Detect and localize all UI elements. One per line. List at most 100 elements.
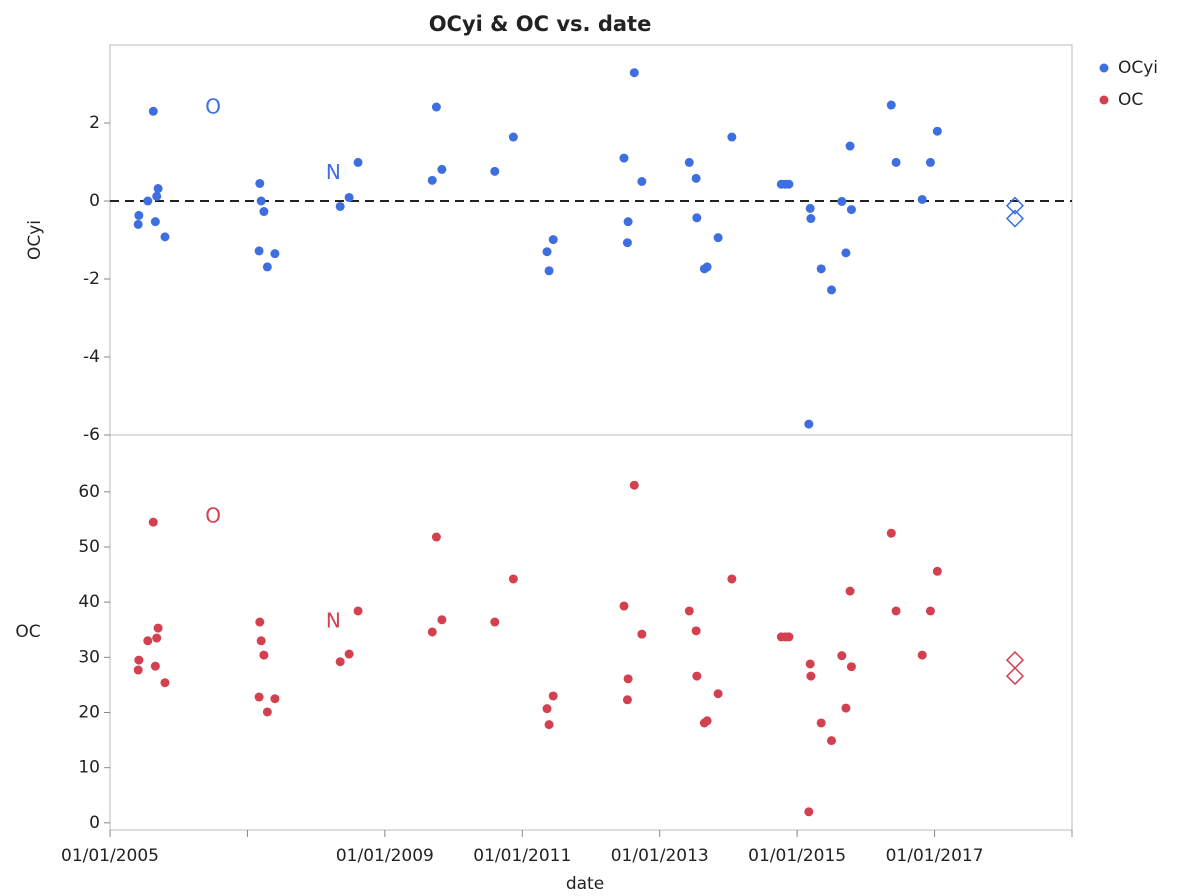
- point: [841, 703, 851, 713]
- legend-marker: [1099, 63, 1109, 73]
- point: [925, 157, 935, 167]
- point: [148, 106, 158, 116]
- point: [150, 217, 160, 227]
- point: [692, 671, 702, 681]
- point: [805, 659, 815, 669]
- point: [891, 157, 901, 167]
- point: [133, 219, 143, 229]
- point: [143, 196, 153, 206]
- point: [344, 649, 354, 659]
- point: [160, 678, 170, 688]
- point: [437, 164, 447, 174]
- point: [259, 650, 269, 660]
- point: [542, 247, 552, 257]
- point: [153, 184, 163, 194]
- point: [784, 179, 794, 189]
- point: [542, 704, 552, 714]
- y-tick-label: -2: [83, 269, 100, 289]
- point: [805, 203, 815, 213]
- point: [160, 232, 170, 242]
- point: [691, 173, 701, 183]
- y-tick-label: 60: [78, 482, 100, 502]
- point: [431, 102, 441, 112]
- chart-title: OCyi & OC vs. date: [429, 12, 652, 36]
- point: [548, 691, 558, 701]
- point: [886, 528, 896, 538]
- point: [925, 606, 935, 616]
- point: [837, 651, 847, 661]
- point: [548, 235, 558, 245]
- point: [816, 264, 826, 274]
- point: [637, 177, 647, 186]
- y-tick-label: 0: [89, 813, 100, 833]
- point: [837, 196, 847, 206]
- point: [152, 191, 162, 201]
- point: [353, 606, 363, 616]
- point: [684, 606, 694, 616]
- point: [623, 217, 633, 227]
- point: [508, 132, 518, 142]
- point: [150, 661, 160, 671]
- point: [335, 201, 345, 211]
- point: [134, 655, 144, 665]
- diamond-marker: [1005, 196, 1025, 215]
- point: [254, 246, 264, 256]
- diamond-marker: [1005, 651, 1025, 670]
- annotation: N: [326, 160, 341, 184]
- y-tick-label: 40: [78, 592, 100, 612]
- plot-frame: [109, 44, 1073, 831]
- point: [917, 194, 927, 204]
- point: [544, 720, 554, 730]
- point: [490, 617, 500, 627]
- y-tick-label: -4: [83, 347, 100, 367]
- point: [886, 100, 896, 110]
- point: [629, 480, 639, 490]
- x-tick-label: 01/01/2015: [748, 846, 846, 866]
- point: [353, 157, 363, 167]
- point: [727, 132, 737, 142]
- point: [806, 671, 816, 681]
- point: [804, 419, 814, 429]
- y-axis-label: OC: [15, 622, 40, 642]
- point: [713, 233, 723, 243]
- point: [619, 601, 629, 611]
- point: [891, 606, 901, 616]
- diamond-marker: [1005, 667, 1025, 686]
- point: [629, 68, 639, 78]
- point: [932, 126, 942, 136]
- annotation: O: [205, 94, 221, 118]
- y-tick-label: 2: [89, 113, 100, 133]
- point: [816, 718, 826, 728]
- point: [827, 736, 836, 746]
- x-tick-label: 01/01/2017: [886, 846, 984, 866]
- point: [784, 632, 794, 642]
- point: [846, 205, 856, 215]
- point: [437, 615, 447, 625]
- point: [684, 157, 694, 167]
- point: [255, 617, 265, 627]
- x-tick-label: 01/01/2011: [473, 846, 571, 866]
- point: [254, 692, 264, 702]
- point: [637, 629, 647, 639]
- y-tick-label: 30: [78, 647, 100, 667]
- point: [702, 716, 712, 726]
- point: [259, 207, 269, 217]
- point: [827, 285, 836, 295]
- point: [490, 166, 500, 176]
- point: [692, 213, 702, 223]
- point: [806, 214, 816, 224]
- point: [619, 153, 629, 163]
- point: [691, 626, 701, 636]
- y-tick-label: 10: [78, 758, 100, 778]
- point: [544, 266, 554, 276]
- annotation: N: [326, 609, 341, 633]
- legend-label: OC: [1118, 90, 1143, 110]
- point: [270, 249, 280, 259]
- point: [262, 707, 272, 717]
- point: [841, 248, 851, 258]
- y-axis-label: OCyi: [25, 220, 45, 260]
- point: [702, 262, 712, 272]
- point: [622, 238, 632, 248]
- legend-marker: [1099, 95, 1109, 105]
